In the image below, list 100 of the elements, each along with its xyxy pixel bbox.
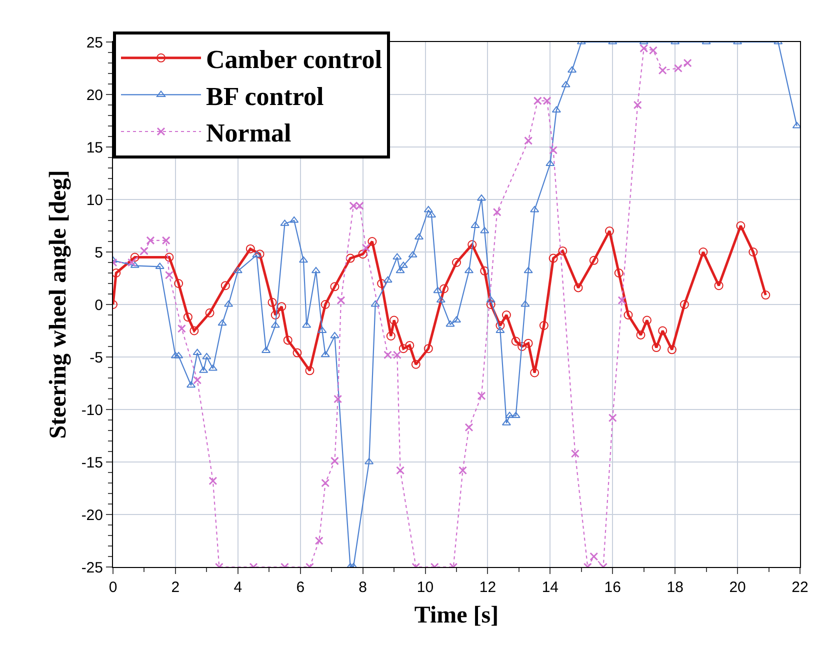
point — [174, 279, 184, 288]
point — [177, 324, 186, 333]
x-tick-label: 20 — [729, 579, 746, 596]
point — [246, 244, 255, 254]
x-tick-label: 14 — [542, 579, 559, 596]
point — [492, 208, 502, 216]
point — [368, 237, 377, 246]
point — [748, 248, 758, 256]
y-tick-label: 5 — [94, 244, 103, 262]
point — [127, 258, 136, 267]
point — [496, 321, 505, 330]
point — [130, 252, 140, 262]
point — [524, 338, 533, 348]
point — [464, 423, 474, 432]
point — [277, 302, 286, 312]
x-tick-label: 0 — [108, 579, 118, 596]
point — [268, 298, 277, 307]
point — [362, 244, 370, 252]
point — [193, 376, 202, 384]
point — [321, 478, 330, 488]
point — [477, 392, 486, 400]
point — [680, 300, 689, 309]
point — [398, 344, 408, 354]
point — [618, 296, 626, 305]
point — [614, 268, 624, 278]
point — [208, 476, 218, 486]
point — [113, 268, 121, 278]
point — [330, 456, 339, 466]
point — [511, 336, 520, 346]
y-tick-label: 20 — [86, 86, 103, 104]
point — [458, 466, 467, 475]
point — [468, 240, 477, 250]
point — [658, 326, 668, 336]
point — [761, 290, 770, 300]
point — [590, 552, 598, 561]
point — [452, 258, 461, 267]
point — [608, 414, 617, 422]
point — [549, 146, 558, 154]
point — [334, 394, 342, 404]
point — [162, 236, 170, 245]
point — [652, 343, 661, 352]
y-axis-title: Steering wheel angle [deg] — [45, 170, 72, 439]
point — [386, 332, 396, 340]
point — [589, 256, 598, 265]
point — [411, 360, 420, 369]
point — [377, 279, 386, 288]
point — [183, 312, 192, 322]
point — [518, 342, 527, 351]
point — [205, 308, 214, 318]
point — [530, 368, 540, 378]
x-tick-label: 4 — [234, 579, 242, 596]
point — [305, 366, 314, 376]
point — [548, 254, 558, 263]
x-tick-label: 10 — [416, 579, 434, 596]
point — [336, 296, 346, 305]
y-tick-label: 15 — [86, 139, 103, 156]
point — [390, 316, 399, 325]
point — [558, 246, 568, 256]
point — [539, 321, 548, 330]
point — [270, 310, 280, 320]
point — [146, 236, 155, 245]
x-tick-label: 16 — [604, 579, 621, 596]
point — [714, 281, 724, 290]
point — [320, 300, 330, 309]
point — [642, 316, 652, 325]
point — [424, 344, 433, 354]
x-axis-title: Time [s] — [414, 602, 499, 628]
x-tick-label: 12 — [479, 579, 496, 596]
point — [164, 270, 174, 280]
point — [633, 100, 642, 110]
y-tick-label: -20 — [81, 506, 103, 524]
point — [605, 226, 614, 236]
x-tick-label: 18 — [666, 579, 684, 596]
y-tick-label: -25 — [81, 559, 103, 576]
x-tick-label: 2 — [171, 579, 180, 596]
point — [574, 283, 583, 292]
legend-label: Camber control — [206, 45, 382, 74]
point — [283, 336, 292, 345]
y-tick-label: -15 — [81, 454, 103, 472]
x-tick-label: 22 — [792, 579, 808, 596]
y-tick-label: 0 — [94, 296, 103, 314]
point — [396, 466, 405, 475]
x-tick-label: 8 — [358, 579, 367, 596]
point — [346, 254, 355, 263]
y-tick-label: -10 — [81, 402, 103, 419]
point — [440, 284, 449, 294]
x-tick-label: 6 — [296, 579, 305, 596]
point — [658, 66, 667, 75]
point — [164, 252, 174, 262]
point — [667, 345, 676, 354]
point — [330, 282, 340, 292]
legend-label: BF control — [206, 82, 324, 111]
point — [486, 300, 496, 309]
point — [220, 281, 230, 290]
y-tick-label: 25 — [86, 34, 103, 52]
point — [190, 326, 199, 336]
point — [314, 536, 324, 545]
point — [736, 221, 746, 230]
point — [502, 310, 511, 320]
y-tick-label: -5 — [90, 349, 103, 366]
